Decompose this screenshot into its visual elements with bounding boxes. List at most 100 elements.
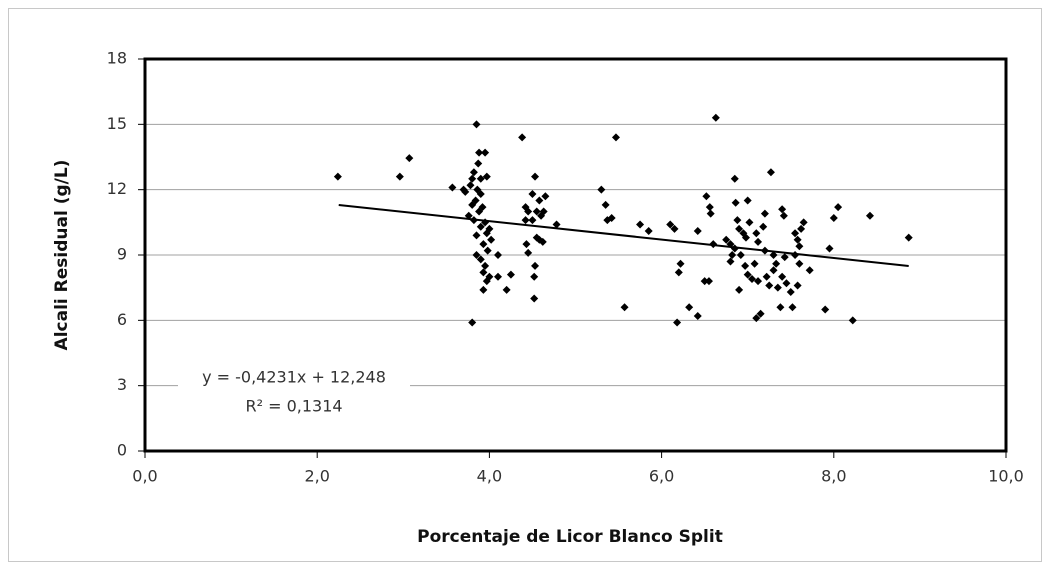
point: [700, 277, 709, 286]
point: [793, 281, 802, 290]
y-tick-label: 3: [117, 375, 127, 394]
point: [741, 233, 750, 242]
point: [494, 272, 503, 281]
point: [597, 185, 606, 194]
point: [535, 196, 544, 205]
point: [530, 272, 539, 281]
point: [524, 207, 533, 216]
point: [736, 251, 745, 259]
point: [468, 318, 477, 327]
point: [530, 294, 539, 303]
point: [531, 172, 540, 181]
point: [769, 251, 778, 259]
point: [754, 237, 763, 246]
point: [541, 192, 550, 201]
point: [704, 277, 713, 286]
point: [760, 209, 769, 218]
point: [466, 181, 475, 190]
point: [741, 261, 750, 270]
point: [528, 216, 537, 225]
y-tick-label: 12: [107, 179, 127, 198]
point: [778, 272, 787, 281]
point: [752, 314, 761, 323]
point: [765, 281, 774, 290]
equation-box: [178, 364, 410, 422]
point: [795, 242, 804, 251]
point: [535, 235, 544, 244]
x-axis-title: Porcentaje de Licor Blanco Split: [417, 527, 723, 547]
y-tick-label: 9: [117, 245, 127, 264]
point: [620, 303, 629, 312]
point: [468, 200, 477, 209]
point: [685, 303, 694, 312]
point: [754, 277, 763, 286]
point: [731, 198, 740, 207]
point: [743, 270, 752, 279]
point: [745, 218, 754, 227]
point: [472, 231, 481, 240]
x-tick-label: 2,0: [304, 467, 329, 486]
point: [769, 266, 778, 275]
point: [756, 309, 765, 318]
point: [521, 216, 530, 225]
point: [799, 218, 808, 227]
point: [333, 172, 342, 181]
point: [779, 211, 788, 220]
point: [611, 133, 620, 142]
point: [475, 148, 484, 157]
point: [793, 235, 802, 244]
point: [759, 222, 768, 231]
point: [848, 316, 857, 325]
point: [904, 233, 913, 242]
x-tick-label: 0,0: [132, 467, 157, 486]
point: [482, 229, 491, 238]
point: [482, 277, 491, 286]
point: [472, 251, 481, 259]
point: [693, 311, 702, 320]
point: [479, 285, 488, 294]
trendline-equation: y = -0,4231x + 12,248: [202, 368, 386, 387]
point: [448, 183, 457, 192]
point: [825, 244, 834, 253]
point: [607, 213, 616, 222]
point: [475, 207, 484, 216]
point: [601, 200, 610, 209]
point: [532, 207, 541, 216]
point: [476, 190, 485, 199]
point: [474, 159, 483, 168]
points: [333, 113, 913, 327]
x-tick-label: 6,0: [649, 467, 674, 486]
trendline-group: y = -0,4231x + 12,248 R² = 0,1314: [178, 204, 909, 422]
point: [733, 216, 742, 225]
point: [476, 255, 485, 264]
point: [506, 270, 515, 279]
point: [528, 190, 537, 199]
point: [834, 203, 843, 212]
point: [797, 224, 806, 233]
point: [778, 205, 787, 214]
point: [674, 268, 683, 277]
point: [472, 120, 481, 129]
point: [481, 148, 490, 157]
point: [791, 229, 800, 238]
point: [829, 213, 838, 222]
point: [743, 196, 752, 205]
chart-frame: [8, 8, 1042, 562]
point: [676, 259, 685, 268]
point: [531, 261, 540, 270]
y-tick-label: 6: [117, 310, 127, 329]
point: [481, 261, 490, 270]
point: [518, 133, 527, 142]
point: [468, 174, 477, 183]
point: [524, 248, 533, 257]
point: [795, 259, 804, 268]
point: [772, 259, 781, 268]
y-tick-label: 18: [107, 49, 127, 68]
point: [552, 220, 561, 229]
point: [666, 220, 675, 229]
point: [479, 268, 488, 277]
point: [728, 251, 737, 259]
point: [865, 211, 874, 220]
point: [644, 227, 653, 236]
